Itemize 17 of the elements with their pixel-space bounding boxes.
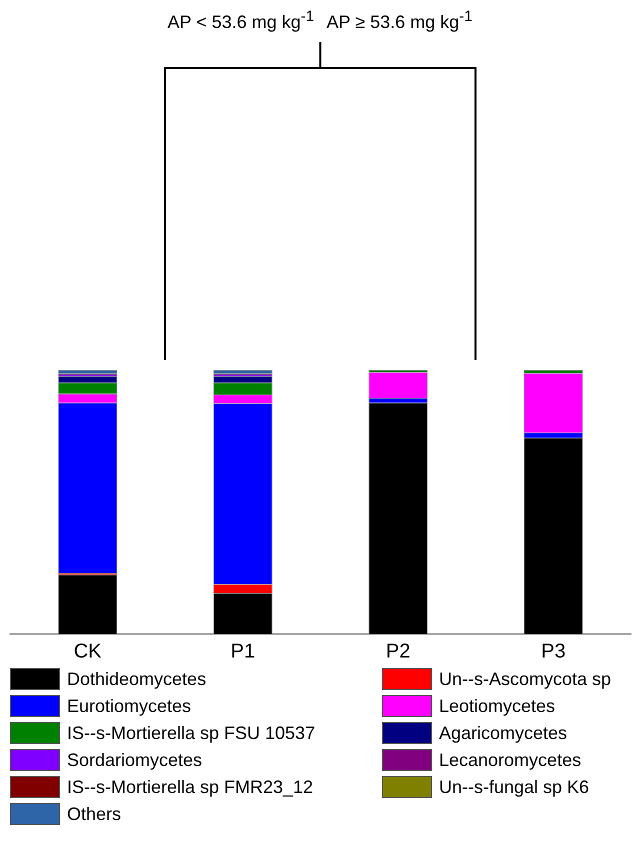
legend-label: Others <box>67 804 122 824</box>
x-tick-label: P2 <box>386 640 410 663</box>
legend-label: Eurotiomycetes <box>67 696 192 716</box>
legend-label: IS--s-Mortierella sp FMR23_12 <box>67 776 314 798</box>
legend-label: Sordariomycetes <box>67 750 202 770</box>
x-tick-label: P3 <box>541 640 566 663</box>
legend-label: Lecanoromycetes <box>439 750 582 770</box>
legend-label: Un--s-Ascomycota sp <box>439 668 612 690</box>
x-tick-label: P1 <box>230 640 256 663</box>
legend-label: Dothideomycetes <box>67 668 206 690</box>
legend-label: Leotiomycetes <box>439 696 556 716</box>
legend-label: IS--s-Mortierella sp FSU 10537 <box>67 722 316 744</box>
legend-label: Un--s-fungal sp K6 <box>439 776 590 798</box>
text: AP ≥ 53.6 mg kg$^{-1}$ <box>326 8 472 33</box>
x-tick-label: CK <box>74 640 102 663</box>
text: AP < 53.6 mg kg$^{-1}$ <box>168 8 314 33</box>
legend-label: Agaricomycetes <box>439 722 568 744</box>
